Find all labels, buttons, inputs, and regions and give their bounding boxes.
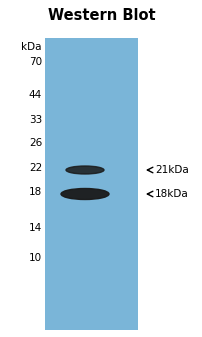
Text: 14: 14	[29, 223, 42, 233]
Ellipse shape	[66, 166, 103, 174]
Bar	[45, 38, 137, 330]
Text: 44: 44	[29, 90, 42, 100]
Text: 18: 18	[29, 187, 42, 197]
Text: 33: 33	[29, 115, 42, 125]
Text: 22: 22	[29, 163, 42, 173]
Ellipse shape	[61, 188, 108, 200]
Text: 21kDa: 21kDa	[154, 165, 188, 175]
Text: Western Blot: Western Blot	[47, 8, 155, 24]
Text: kDa: kDa	[21, 42, 42, 52]
Text: 26: 26	[29, 138, 42, 148]
Text: 18kDa: 18kDa	[154, 189, 188, 199]
Text: 70: 70	[29, 57, 42, 67]
Text: 10: 10	[29, 253, 42, 263]
